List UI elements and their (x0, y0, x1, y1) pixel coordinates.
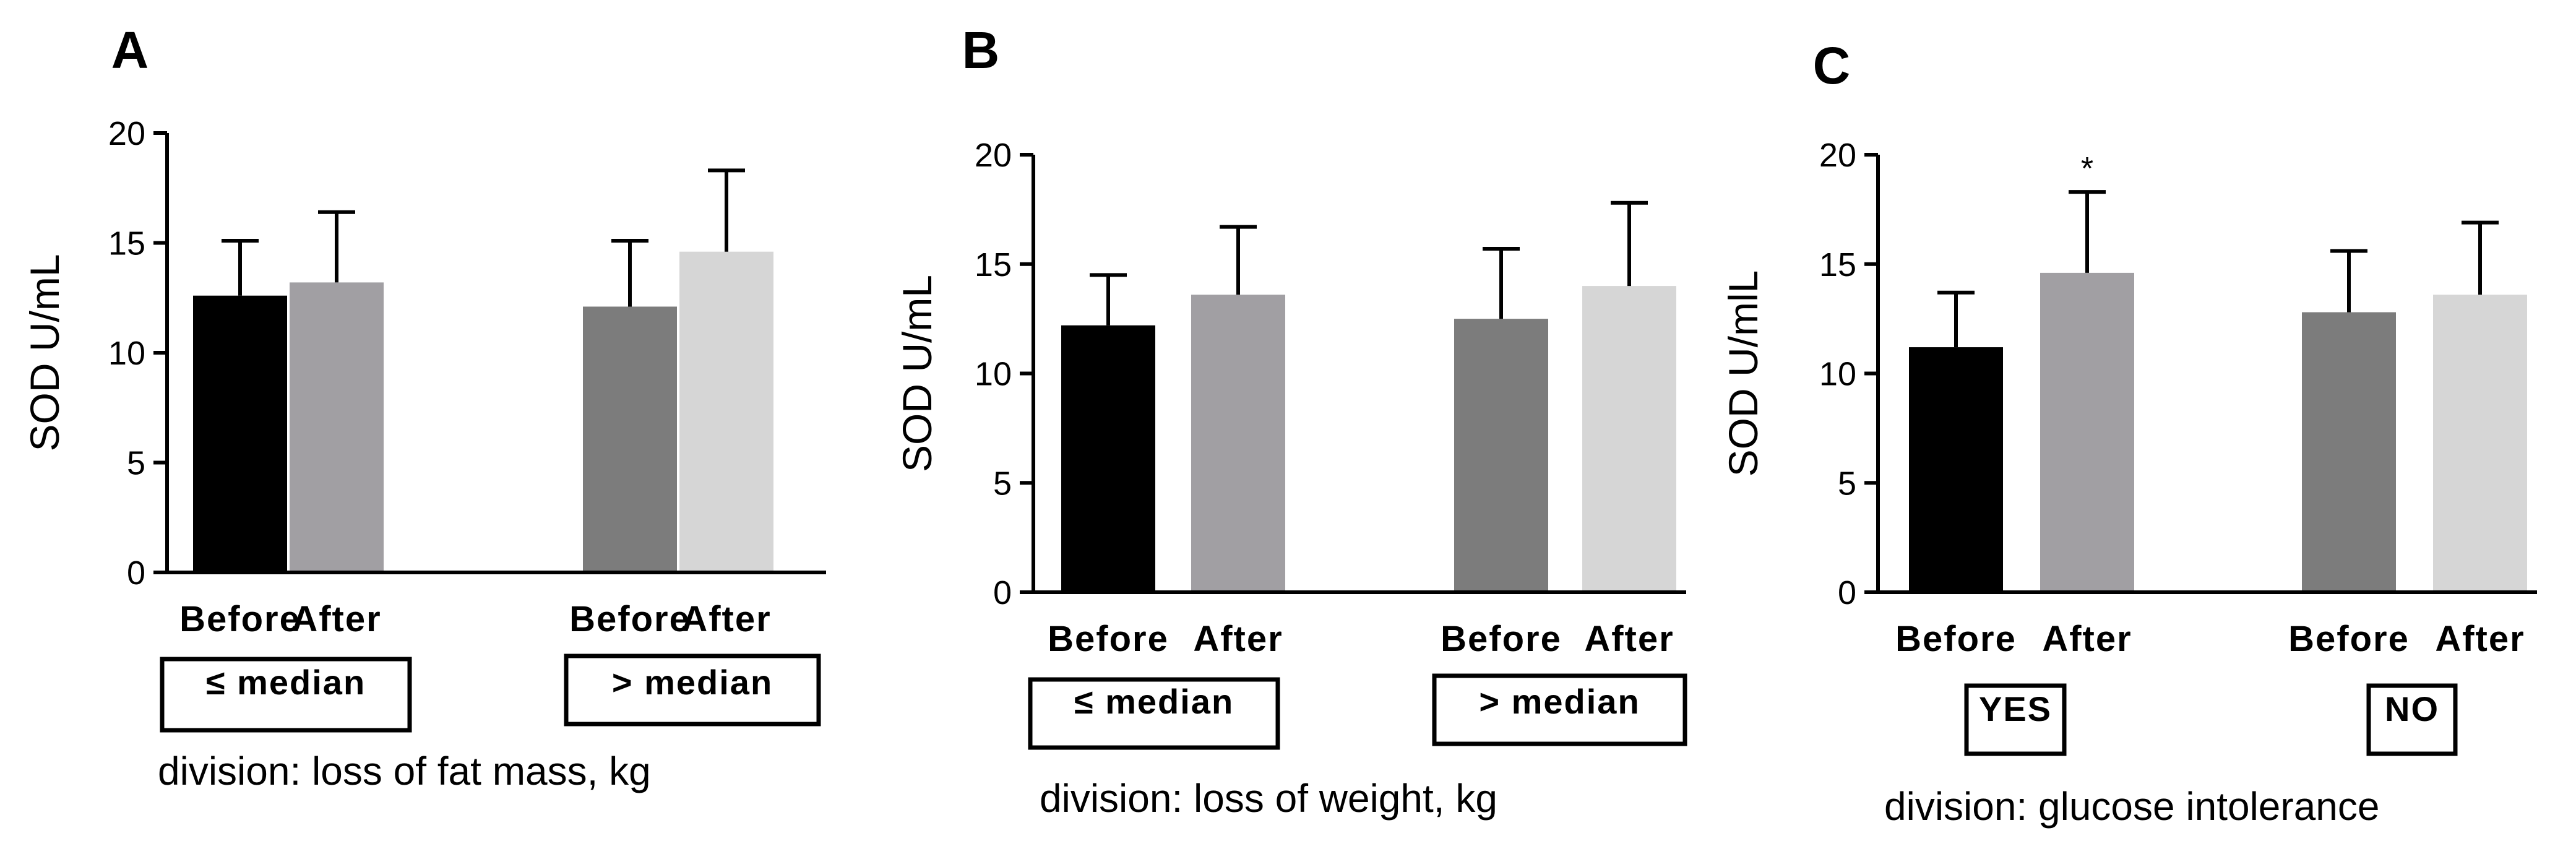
group-label-box (1028, 677, 1280, 750)
panel-letter: C (1813, 37, 1851, 95)
group-label-box (1432, 673, 1687, 746)
panel-letter: B (962, 21, 1000, 79)
group-label-box (564, 653, 821, 727)
category-label: Before (569, 599, 691, 639)
division-caption: division: loss of fat mass, kg (158, 749, 651, 793)
group-label: > median (612, 663, 773, 702)
category-label: After (291, 599, 381, 639)
division-caption: division: loss of weight, kg (1040, 776, 1497, 821)
group-label: YES (1979, 689, 2052, 728)
y-tick-label: 0 (127, 554, 145, 592)
bar-median-before (1061, 325, 1155, 592)
y-axis-label: SOD U/mlL (1720, 270, 1766, 477)
division-caption: division: glucose intolerance (1884, 784, 2379, 829)
bar-median-before (193, 295, 287, 572)
group-label: > median (1479, 682, 1640, 721)
panel-letter: A (111, 21, 149, 79)
bar-yes-after (2040, 272, 2134, 592)
category-label: Before (1441, 619, 1562, 659)
group-label-box (1964, 683, 2067, 756)
category-label: Before (179, 599, 301, 639)
y-tick-label: 5 (1838, 465, 1856, 502)
y-tick-label: 20 (1819, 137, 1856, 174)
y-tick-label: 10 (108, 335, 145, 372)
significance-marker: * (2081, 151, 2093, 187)
bar-yes-before (1909, 347, 2003, 592)
bar-median-after (1582, 286, 1676, 592)
category-label: Before (2288, 619, 2410, 659)
category-label: Before (1048, 619, 1169, 659)
group-label: ≤ median (206, 663, 366, 702)
category-label: After (681, 599, 771, 639)
y-tick-label: 5 (127, 445, 145, 482)
y-tick-label: 15 (108, 225, 145, 262)
group-label: ≤ median (1074, 682, 1234, 721)
y-tick-label: 10 (1819, 356, 1856, 393)
bar-median-before (583, 306, 677, 572)
bar-median-before (1454, 319, 1548, 592)
group-label-box (2366, 683, 2458, 756)
bar-median-after (679, 251, 773, 572)
y-tick-label: 20 (108, 115, 145, 152)
y-tick-label: 15 (975, 246, 1012, 283)
y-tick-label: 0 (1838, 574, 1856, 611)
y-tick-label: 20 (975, 137, 1012, 174)
bar-no-after (2433, 295, 2527, 592)
bar-no-before (2302, 312, 2396, 592)
y-tick-label: 10 (975, 356, 1012, 393)
group-label: NO (2385, 689, 2439, 728)
category-label: After (1193, 619, 1283, 659)
y-axis-label: SOD U/mL (22, 254, 67, 451)
category-label: After (1584, 619, 1674, 659)
y-tick-label: 15 (1819, 246, 1856, 283)
group-label-box (160, 657, 412, 733)
panel-b: B SOD U/mL Before After ≤ median Before After >… (894, 21, 1687, 821)
category-label: Before (1895, 619, 2017, 659)
y-axis-label: SOD U/mL (894, 275, 940, 472)
category-label: After (2042, 619, 2132, 659)
y-tick-label: 5 (993, 465, 1012, 502)
y-tick-label: 0 (993, 574, 1012, 611)
panel-c: C SOD U/mlL Before * After YES Before After NO 0 5… (1720, 37, 2537, 829)
category-label: After (2435, 619, 2525, 659)
bar-median-after (290, 282, 384, 572)
bar-median-after (1191, 295, 1285, 592)
